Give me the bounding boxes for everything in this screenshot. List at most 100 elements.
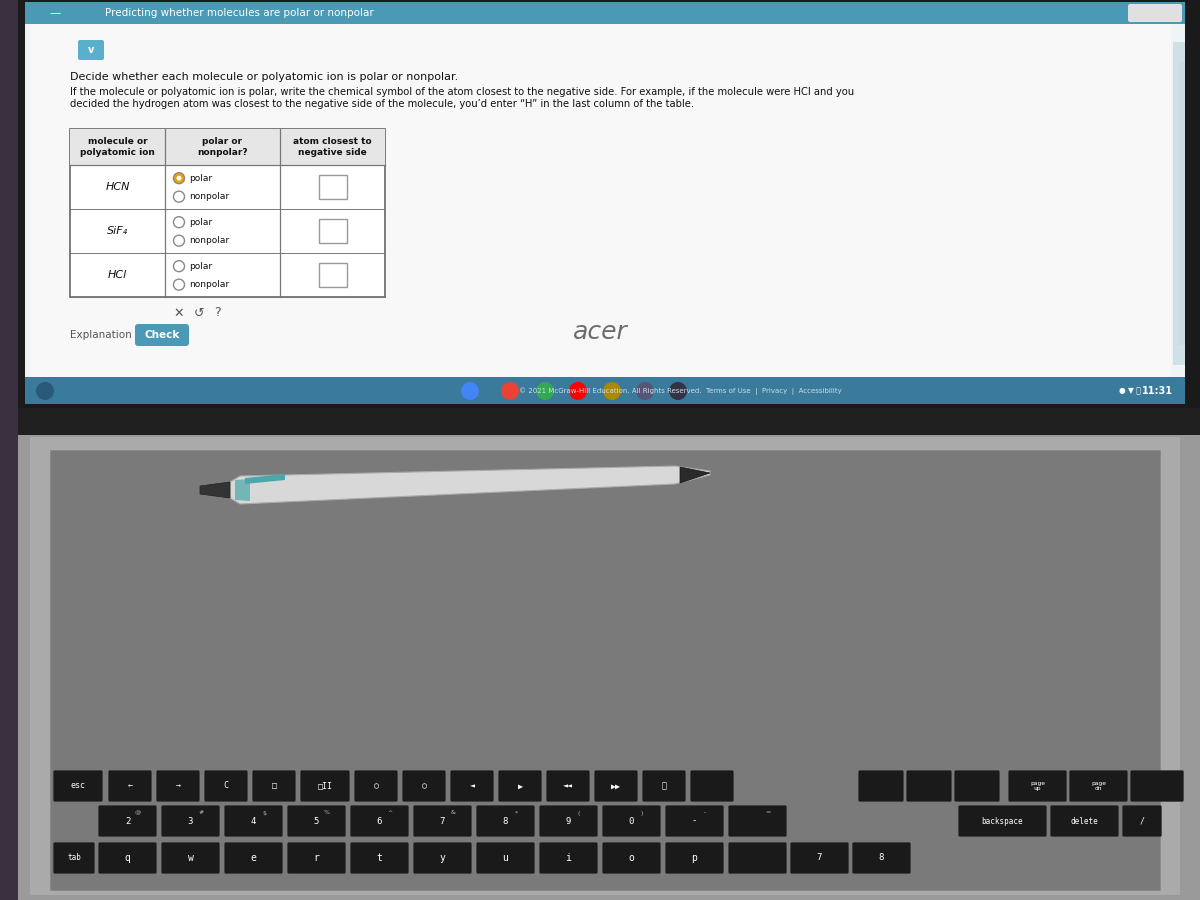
- FancyBboxPatch shape: [1050, 806, 1118, 836]
- Bar: [318, 219, 347, 243]
- Text: backspace: backspace: [982, 816, 1024, 825]
- Text: ✕: ✕: [174, 307, 185, 320]
- FancyBboxPatch shape: [108, 770, 151, 802]
- FancyBboxPatch shape: [134, 324, 190, 346]
- FancyBboxPatch shape: [204, 770, 247, 802]
- Text: →: →: [175, 781, 180, 790]
- Polygon shape: [680, 467, 710, 483]
- Text: ^: ^: [388, 811, 392, 815]
- Text: o: o: [629, 853, 635, 863]
- FancyBboxPatch shape: [498, 770, 541, 802]
- Text: u: u: [503, 853, 509, 863]
- Text: polar: polar: [190, 174, 212, 183]
- FancyBboxPatch shape: [546, 770, 589, 802]
- FancyBboxPatch shape: [1130, 770, 1183, 802]
- Bar: [1174, 42, 1186, 365]
- FancyBboxPatch shape: [414, 842, 472, 874]
- FancyBboxPatch shape: [300, 770, 349, 802]
- Text: 4: 4: [251, 816, 256, 825]
- Circle shape: [174, 191, 185, 202]
- FancyBboxPatch shape: [224, 842, 282, 874]
- Text: 8: 8: [878, 853, 884, 862]
- Text: p: p: [691, 853, 697, 863]
- Text: ◄: ◄: [469, 781, 474, 790]
- FancyBboxPatch shape: [1122, 806, 1162, 836]
- Text: /: /: [1140, 816, 1145, 825]
- FancyBboxPatch shape: [450, 770, 493, 802]
- FancyBboxPatch shape: [690, 770, 733, 802]
- FancyBboxPatch shape: [414, 806, 472, 836]
- FancyBboxPatch shape: [906, 770, 952, 802]
- Text: acer: acer: [572, 320, 628, 344]
- FancyBboxPatch shape: [252, 770, 295, 802]
- Text: i: i: [565, 853, 571, 863]
- Text: &: &: [450, 811, 456, 815]
- Text: atom closest to
negative side: atom closest to negative side: [293, 138, 372, 157]
- FancyBboxPatch shape: [852, 842, 911, 874]
- Text: ←: ←: [127, 781, 132, 790]
- Text: If the molecule or polyatomic ion is polar, write the chemical symbol of the ato: If the molecule or polyatomic ion is pol…: [70, 87, 854, 97]
- Text: © 2021 McGraw-Hill Education. All Rights Reserved.  Terms of Use  |  Privacy  | : © 2021 McGraw-Hill Education. All Rights…: [518, 387, 841, 395]
- Circle shape: [176, 176, 181, 181]
- Circle shape: [461, 382, 479, 400]
- FancyBboxPatch shape: [350, 806, 408, 836]
- Text: HCN: HCN: [106, 182, 130, 192]
- FancyBboxPatch shape: [728, 842, 786, 874]
- FancyBboxPatch shape: [162, 806, 220, 836]
- Text: Check: Check: [144, 330, 180, 340]
- FancyBboxPatch shape: [1008, 770, 1067, 802]
- FancyBboxPatch shape: [288, 806, 346, 836]
- Text: y: y: [439, 853, 445, 863]
- Text: esc: esc: [71, 781, 85, 790]
- Text: ◄◄: ◄◄: [563, 781, 574, 790]
- Bar: [25, 2, 1186, 24]
- Text: 8: 8: [503, 816, 508, 825]
- Text: q: q: [125, 853, 131, 863]
- Text: 0: 0: [629, 816, 634, 825]
- Text: polar or
nonpolar?: polar or nonpolar?: [197, 138, 248, 157]
- Text: 5: 5: [314, 816, 319, 825]
- Text: —: —: [49, 8, 60, 18]
- FancyBboxPatch shape: [98, 806, 156, 836]
- Bar: [318, 263, 347, 287]
- FancyBboxPatch shape: [728, 806, 786, 836]
- Text: $: $: [262, 811, 266, 815]
- Text: #: #: [198, 811, 204, 815]
- FancyBboxPatch shape: [642, 770, 685, 802]
- Bar: [70, 129, 385, 297]
- FancyBboxPatch shape: [791, 842, 848, 874]
- Text: 11:31: 11:31: [1142, 386, 1174, 396]
- FancyBboxPatch shape: [354, 770, 397, 802]
- FancyBboxPatch shape: [666, 806, 724, 836]
- Text: w: w: [187, 853, 193, 863]
- Text: 6: 6: [377, 816, 382, 825]
- Text: Explanation: Explanation: [70, 330, 132, 340]
- Text: @: @: [134, 811, 142, 815]
- FancyBboxPatch shape: [858, 770, 904, 802]
- Text: 3: 3: [188, 816, 193, 825]
- FancyBboxPatch shape: [402, 770, 445, 802]
- FancyBboxPatch shape: [54, 842, 95, 874]
- Text: tab: tab: [67, 853, 80, 862]
- Text: *: *: [515, 811, 517, 815]
- Text: ▶: ▶: [517, 781, 522, 790]
- Text: □: □: [271, 781, 276, 790]
- Text: -: -: [692, 816, 697, 825]
- FancyBboxPatch shape: [540, 806, 598, 836]
- Text: (: (: [578, 811, 580, 815]
- FancyBboxPatch shape: [98, 842, 156, 874]
- Polygon shape: [230, 466, 710, 504]
- Text: ○: ○: [421, 781, 426, 790]
- Circle shape: [636, 382, 654, 400]
- FancyBboxPatch shape: [1069, 770, 1128, 802]
- Text: molecule or
polyatomic ion: molecule or polyatomic ion: [80, 138, 155, 157]
- Circle shape: [670, 382, 686, 400]
- Circle shape: [604, 382, 622, 400]
- Text: =: =: [766, 811, 770, 815]
- Text: ↺: ↺: [193, 307, 204, 320]
- Polygon shape: [200, 482, 230, 498]
- FancyBboxPatch shape: [224, 806, 282, 836]
- Bar: [30, 437, 1180, 895]
- FancyBboxPatch shape: [476, 806, 534, 836]
- Text: nonpolar: nonpolar: [190, 280, 229, 289]
